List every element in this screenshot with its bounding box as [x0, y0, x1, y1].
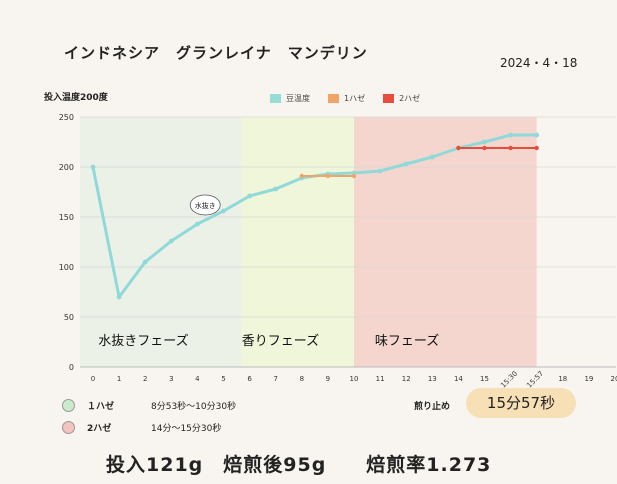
series-0-point — [247, 193, 253, 199]
series-0-point — [221, 208, 226, 214]
series-0-point — [195, 221, 200, 227]
second-crack-note-range: 14分〜15分30秒 — [151, 423, 222, 434]
first-crack-note-range: 8分53秒〜10分30秒 — [151, 401, 237, 412]
x-tick-label: 2 — [143, 375, 147, 383]
series-0-point — [142, 259, 148, 265]
first-crack-dot-icon — [62, 398, 75, 412]
second-crack-note: 2ハゼ 14分〜15分30秒 — [62, 420, 236, 434]
roast-summary: 投入121g 焙煎後95g 焙煎率1.273 — [106, 454, 492, 476]
x-tick-label: 19 — [584, 375, 593, 383]
phase-label-2: 味フェーズ — [375, 333, 439, 349]
roast-date: 2024・4・18 — [500, 56, 578, 70]
y-tick-label: 250 — [59, 113, 74, 122]
legend-label-second-crack: 2ハゼ — [399, 94, 421, 103]
series-2-point — [456, 145, 461, 151]
chart-legend: 豆温度 1ハゼ 2ハゼ — [270, 93, 420, 104]
series-0-point — [377, 168, 383, 174]
x-tick-label: 11 — [376, 375, 385, 383]
legend-item-second-crack[interactable]: 2ハゼ — [383, 93, 420, 104]
phase-band-1 — [241, 117, 354, 367]
x-tick-label: 7 — [273, 375, 277, 383]
x-tick-label: 4 — [195, 375, 200, 383]
legend-swatch-bean-temp — [270, 94, 281, 103]
x-tick-label: 15:30 — [499, 370, 519, 390]
legend-item-first-crack[interactable]: 1ハゼ — [328, 93, 365, 104]
phase-band-2 — [354, 117, 537, 367]
x-tick-label: 6 — [247, 375, 252, 383]
y-tick-label: 0 — [69, 363, 74, 372]
series-0-point — [116, 294, 122, 300]
x-tick-label: 13 — [428, 375, 437, 383]
first-crack-note-label: １ハゼ — [87, 401, 115, 412]
annotation-bubble — [189, 194, 221, 216]
x-tick-label: 15:57 — [525, 370, 545, 390]
x-tick-label: 20 — [611, 375, 617, 383]
series-0-point — [482, 139, 487, 145]
x-tick-label: 3 — [169, 375, 173, 383]
series-0-point — [508, 132, 513, 138]
legend-item-bean-temp[interactable]: 豆温度 — [270, 93, 310, 104]
x-tick-label: 14 — [454, 375, 463, 383]
series-2-point — [508, 145, 513, 151]
x-tick-label: 15 — [480, 375, 489, 383]
y-tick-label: 100 — [59, 263, 74, 272]
annotation-label-0: 水抜き — [195, 201, 216, 210]
legend-swatch-second-crack — [383, 94, 395, 103]
series-0-point — [403, 161, 409, 167]
x-tick-label: 8 — [300, 375, 304, 383]
second-crack-note-label: 2ハゼ — [87, 423, 112, 434]
second-crack-dot-icon — [62, 420, 75, 434]
finish-time-badge: 15分57秒 — [466, 388, 576, 418]
x-tick-label: 0 — [91, 375, 95, 383]
legend-label-bean-temp: 豆温度 — [286, 94, 310, 103]
series-1-point — [325, 173, 331, 179]
x-tick-label: 9 — [326, 375, 330, 383]
series-1-point — [299, 173, 304, 179]
series-0-point — [90, 164, 96, 170]
first-crack-note: １ハゼ 8分53秒〜10分30秒 — [62, 398, 236, 412]
y-axis-label: 投入温度200度 — [44, 93, 108, 103]
y-tick-label: 200 — [59, 163, 74, 172]
y-tick-label: 50 — [64, 313, 74, 322]
series-0-point — [534, 132, 540, 138]
x-tick-label: 5 — [221, 375, 225, 383]
series-1-point — [351, 173, 357, 179]
phase-label-1: 香りフェーズ — [242, 333, 319, 349]
y-tick-label: 150 — [59, 213, 74, 222]
series-0-point — [168, 238, 174, 244]
x-tick-label: 1 — [117, 375, 121, 383]
series-2-point — [482, 145, 487, 151]
series-0-point — [429, 154, 435, 160]
crack-notes: １ハゼ 8分53秒〜10分30秒 2ハゼ 14分〜15分30秒 — [62, 398, 236, 442]
x-tick-label: 10 — [350, 375, 359, 383]
phase-band-0 — [80, 117, 242, 367]
series-0-point — [273, 186, 279, 192]
x-tick-label: 18 — [558, 375, 567, 383]
phase-label-0: 水抜きフェーズ — [98, 333, 188, 349]
legend-label-first-crack: 1ハゼ — [344, 94, 366, 103]
page-title: インドネシア グランレイナ マンデリン — [64, 44, 368, 62]
x-tick-label: 12 — [402, 375, 411, 383]
legend-swatch-first-crack — [328, 94, 339, 103]
series-2-point — [534, 145, 539, 151]
finish-label: 煎り止め — [414, 402, 451, 412]
